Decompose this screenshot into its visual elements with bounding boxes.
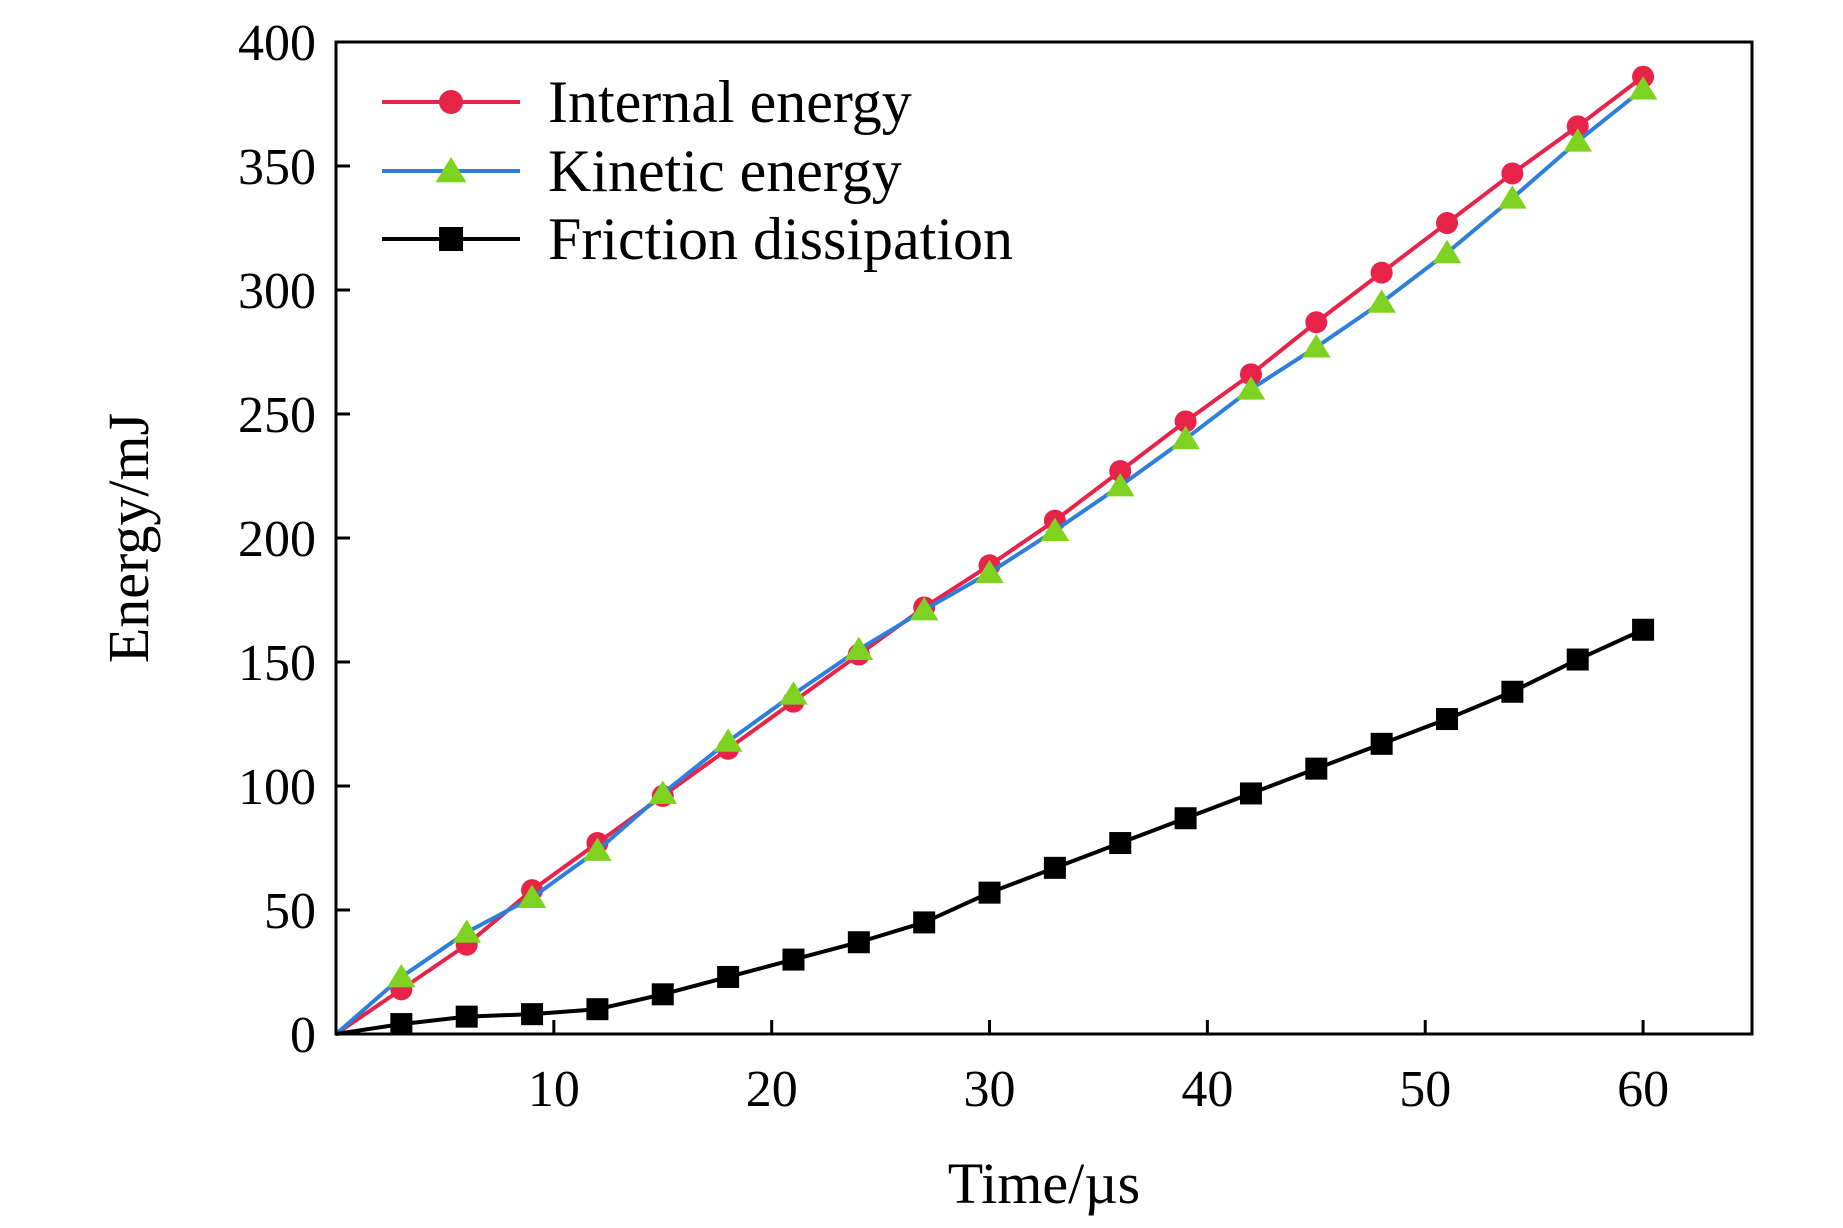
data-point-internal-energy	[1174, 410, 1197, 433]
data-point-internal-energy	[1501, 162, 1524, 185]
legend-label-kinetic-energy: Kinetic energy	[548, 138, 902, 204]
series-friction-dissipation	[335, 618, 1655, 1036]
series-kinetic-energy	[334, 76, 1658, 1036]
y-tick-label: 150	[238, 635, 316, 692]
data-point-friction-dissipation	[1043, 856, 1066, 879]
data-point-friction-dissipation	[978, 881, 1001, 904]
legend-entry-friction-dissipation: Friction dissipation	[382, 206, 1013, 272]
data-point-kinetic-energy	[1236, 376, 1266, 400]
data-point-kinetic-energy	[1498, 185, 1527, 209]
x-tick-label: 30	[964, 1061, 1016, 1118]
data-point-kinetic-energy	[648, 780, 678, 804]
x-tick-label: 60	[1617, 1061, 1669, 1118]
x-tick-label: 20	[746, 1061, 798, 1118]
data-point-friction-dissipation	[1566, 648, 1589, 671]
y-tick-label: 250	[238, 387, 316, 444]
data-point-friction-dissipation	[1501, 680, 1524, 703]
data-point-kinetic-energy	[387, 963, 416, 988]
y-axis-title: Energy/mJ	[96, 413, 161, 663]
data-point-kinetic-energy	[517, 884, 547, 908]
data-point-internal-energy	[1370, 261, 1393, 284]
data-point-kinetic-energy	[1367, 289, 1396, 313]
data-point-kinetic-energy	[1040, 517, 1070, 541]
data-point-kinetic-energy	[779, 681, 808, 705]
data-point-kinetic-energy	[452, 919, 482, 943]
y-axis: 0 50 100 150 200 250 300 350 400	[238, 15, 350, 1064]
data-point-internal-energy	[1566, 115, 1589, 138]
data-point-friction-dissipation	[1632, 618, 1655, 641]
data-point-kinetic-energy	[1432, 239, 1462, 264]
data-point-kinetic-energy	[1628, 76, 1658, 100]
data-point-friction-dissipation	[1436, 708, 1459, 731]
y-tick-label: 350	[238, 139, 316, 196]
data-point-kinetic-energy	[1302, 334, 1331, 358]
data-point-friction-dissipation	[1239, 782, 1262, 805]
data-point-friction-dissipation	[913, 911, 936, 934]
data-point-friction-dissipation	[455, 1005, 478, 1028]
y-tick-label: 50	[264, 883, 316, 940]
legend-entry-internal-energy: Internal energy	[382, 69, 912, 135]
data-point-friction-dissipation	[586, 998, 609, 1021]
series-line-friction-dissipation	[335, 627, 1644, 1036]
x-tick-label: 40	[1181, 1061, 1233, 1118]
data-point-friction-dissipation	[717, 965, 740, 988]
plot-area	[334, 65, 1658, 1036]
legend: Internal energy Kinetic energy Friction …	[382, 69, 1013, 272]
data-point-kinetic-energy	[583, 837, 612, 861]
x-axis-title: Time/µs	[948, 1151, 1140, 1216]
y-tick-label: 300	[238, 263, 316, 320]
y-tick-label: 200	[238, 511, 316, 568]
legend-marker-kinetic-energy	[435, 157, 467, 183]
data-point-kinetic-energy	[1105, 472, 1135, 497]
legend-entry-kinetic-energy: Kinetic energy	[382, 138, 902, 204]
data-point-kinetic-energy	[713, 728, 743, 752]
data-point-kinetic-energy	[1171, 425, 1200, 450]
data-point-friction-dissipation	[390, 1013, 413, 1036]
y-tick-label: 400	[238, 15, 316, 72]
data-point-kinetic-energy	[844, 636, 874, 660]
legend-label-internal-energy: Internal energy	[548, 69, 912, 135]
data-point-kinetic-energy	[909, 596, 939, 621]
legend-label-friction-dissipation: Friction dissipation	[548, 206, 1013, 272]
data-point-friction-dissipation	[1305, 757, 1328, 780]
x-axis: 10 20 30 40 50 60	[528, 1020, 1669, 1118]
x-tick-label: 10	[528, 1061, 580, 1118]
y-tick-label: 0	[290, 1007, 316, 1064]
data-point-friction-dissipation	[1174, 807, 1197, 830]
data-point-friction-dissipation	[1109, 832, 1132, 855]
legend-marker-friction-dissipation	[439, 227, 463, 251]
data-point-kinetic-energy	[975, 559, 1004, 584]
y-tick-label: 100	[238, 759, 316, 816]
data-point-friction-dissipation	[1370, 732, 1393, 755]
data-point-friction-dissipation	[847, 931, 870, 954]
data-point-friction-dissipation	[782, 948, 805, 971]
legend-marker-internal-energy	[439, 90, 463, 114]
data-point-kinetic-energy	[1563, 128, 1593, 152]
data-point-friction-dissipation	[651, 983, 674, 1006]
data-point-internal-energy	[1239, 363, 1262, 386]
x-tick-label: 50	[1399, 1061, 1451, 1118]
data-point-internal-energy	[1305, 311, 1328, 334]
data-point-friction-dissipation	[521, 1003, 544, 1026]
data-point-internal-energy	[1436, 212, 1459, 235]
data-point-internal-energy	[1109, 460, 1132, 483]
